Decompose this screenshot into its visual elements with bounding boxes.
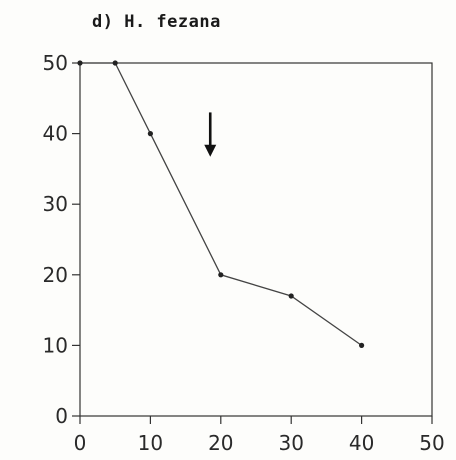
y-tick-label-20: 20 <box>43 263 68 287</box>
x-tick-label-20: 20 <box>208 431 233 455</box>
x-tick-label-30: 30 <box>278 431 303 455</box>
y-tick-label-50: 50 <box>43 51 68 75</box>
x-tick-label-50: 50 <box>419 431 444 455</box>
data-point-0 <box>77 60 83 66</box>
series-line <box>80 62 362 346</box>
y-tick-label-40: 40 <box>43 122 68 146</box>
x-tick-label-0: 0 <box>74 431 87 455</box>
chart-title: d) H. fezana <box>92 12 221 32</box>
data-point-4 <box>288 293 294 299</box>
data-point-5 <box>359 342 365 348</box>
x-tick-label-10: 10 <box>138 431 163 455</box>
y-tick-label-10: 10 <box>43 333 68 357</box>
data-point-2 <box>147 131 153 137</box>
data-point-3 <box>218 272 224 278</box>
y-tick-label-0: 0 <box>55 404 68 428</box>
plot-frame <box>79 62 433 417</box>
y-tick-label-30: 30 <box>43 192 68 216</box>
arrow-down-icon <box>204 144 217 157</box>
data-point-1 <box>112 60 118 66</box>
x-tick-label-40: 40 <box>349 431 374 455</box>
